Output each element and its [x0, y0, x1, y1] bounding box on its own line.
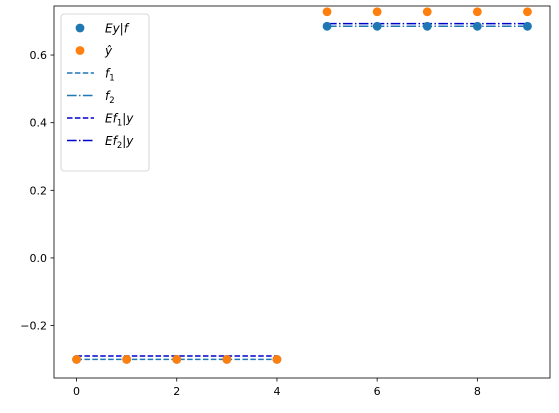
x-tick-label: 6	[374, 385, 381, 398]
series-1-point-0	[72, 355, 81, 364]
legend-label-2: f1	[105, 67, 115, 84]
y-tick-label: −0.2	[20, 320, 47, 333]
legend-label-4: Ef1|y	[105, 112, 134, 129]
x-tick-label: 4	[273, 385, 280, 398]
legend-label-3: f2	[105, 89, 115, 106]
series-0-point-9	[523, 21, 532, 31]
series-1-point-1	[122, 355, 132, 364]
series-0-point-5	[322, 21, 332, 31]
legend: Ey|f ŷ f1 f2 Ef1|y Ef2|y	[60, 13, 150, 172]
series-1-point-4	[272, 355, 282, 364]
legend-marker-0	[75, 23, 85, 33]
series-0-point-7	[422, 21, 432, 31]
y-tick-label: 0.6	[30, 49, 48, 62]
series-0-point-6	[372, 21, 382, 31]
axis-ticks: 0 2 4 6 8 −0.2 0.0 0.2 0.4 0.6	[20, 49, 481, 398]
x-tick-label: 8	[474, 385, 481, 398]
legend-marker-1	[75, 46, 85, 55]
y-tick-label: 0.2	[30, 184, 48, 197]
series-1-point-9	[523, 7, 532, 17]
legend-label-0: Ey|f	[105, 22, 130, 36]
plot-area	[72, 7, 532, 364]
legend-label-1: ŷ	[104, 44, 113, 58]
axes-frame	[53, 5, 551, 379]
x-tick-label: 2	[173, 385, 180, 398]
series-1-point-3	[222, 355, 232, 364]
series-1-point-7	[422, 7, 432, 17]
series-1-point-5	[322, 7, 332, 17]
legend-label-5: Ef2|y	[105, 134, 134, 151]
series-0-point-8	[472, 21, 482, 31]
y-tick-label: 0.4	[30, 117, 48, 130]
y-tick-label: 0.0	[30, 252, 48, 265]
x-tick-label: 0	[73, 385, 80, 398]
series-1-point-8	[472, 7, 482, 17]
series-1-point-2	[172, 355, 182, 364]
series-1-point-6	[372, 7, 382, 17]
